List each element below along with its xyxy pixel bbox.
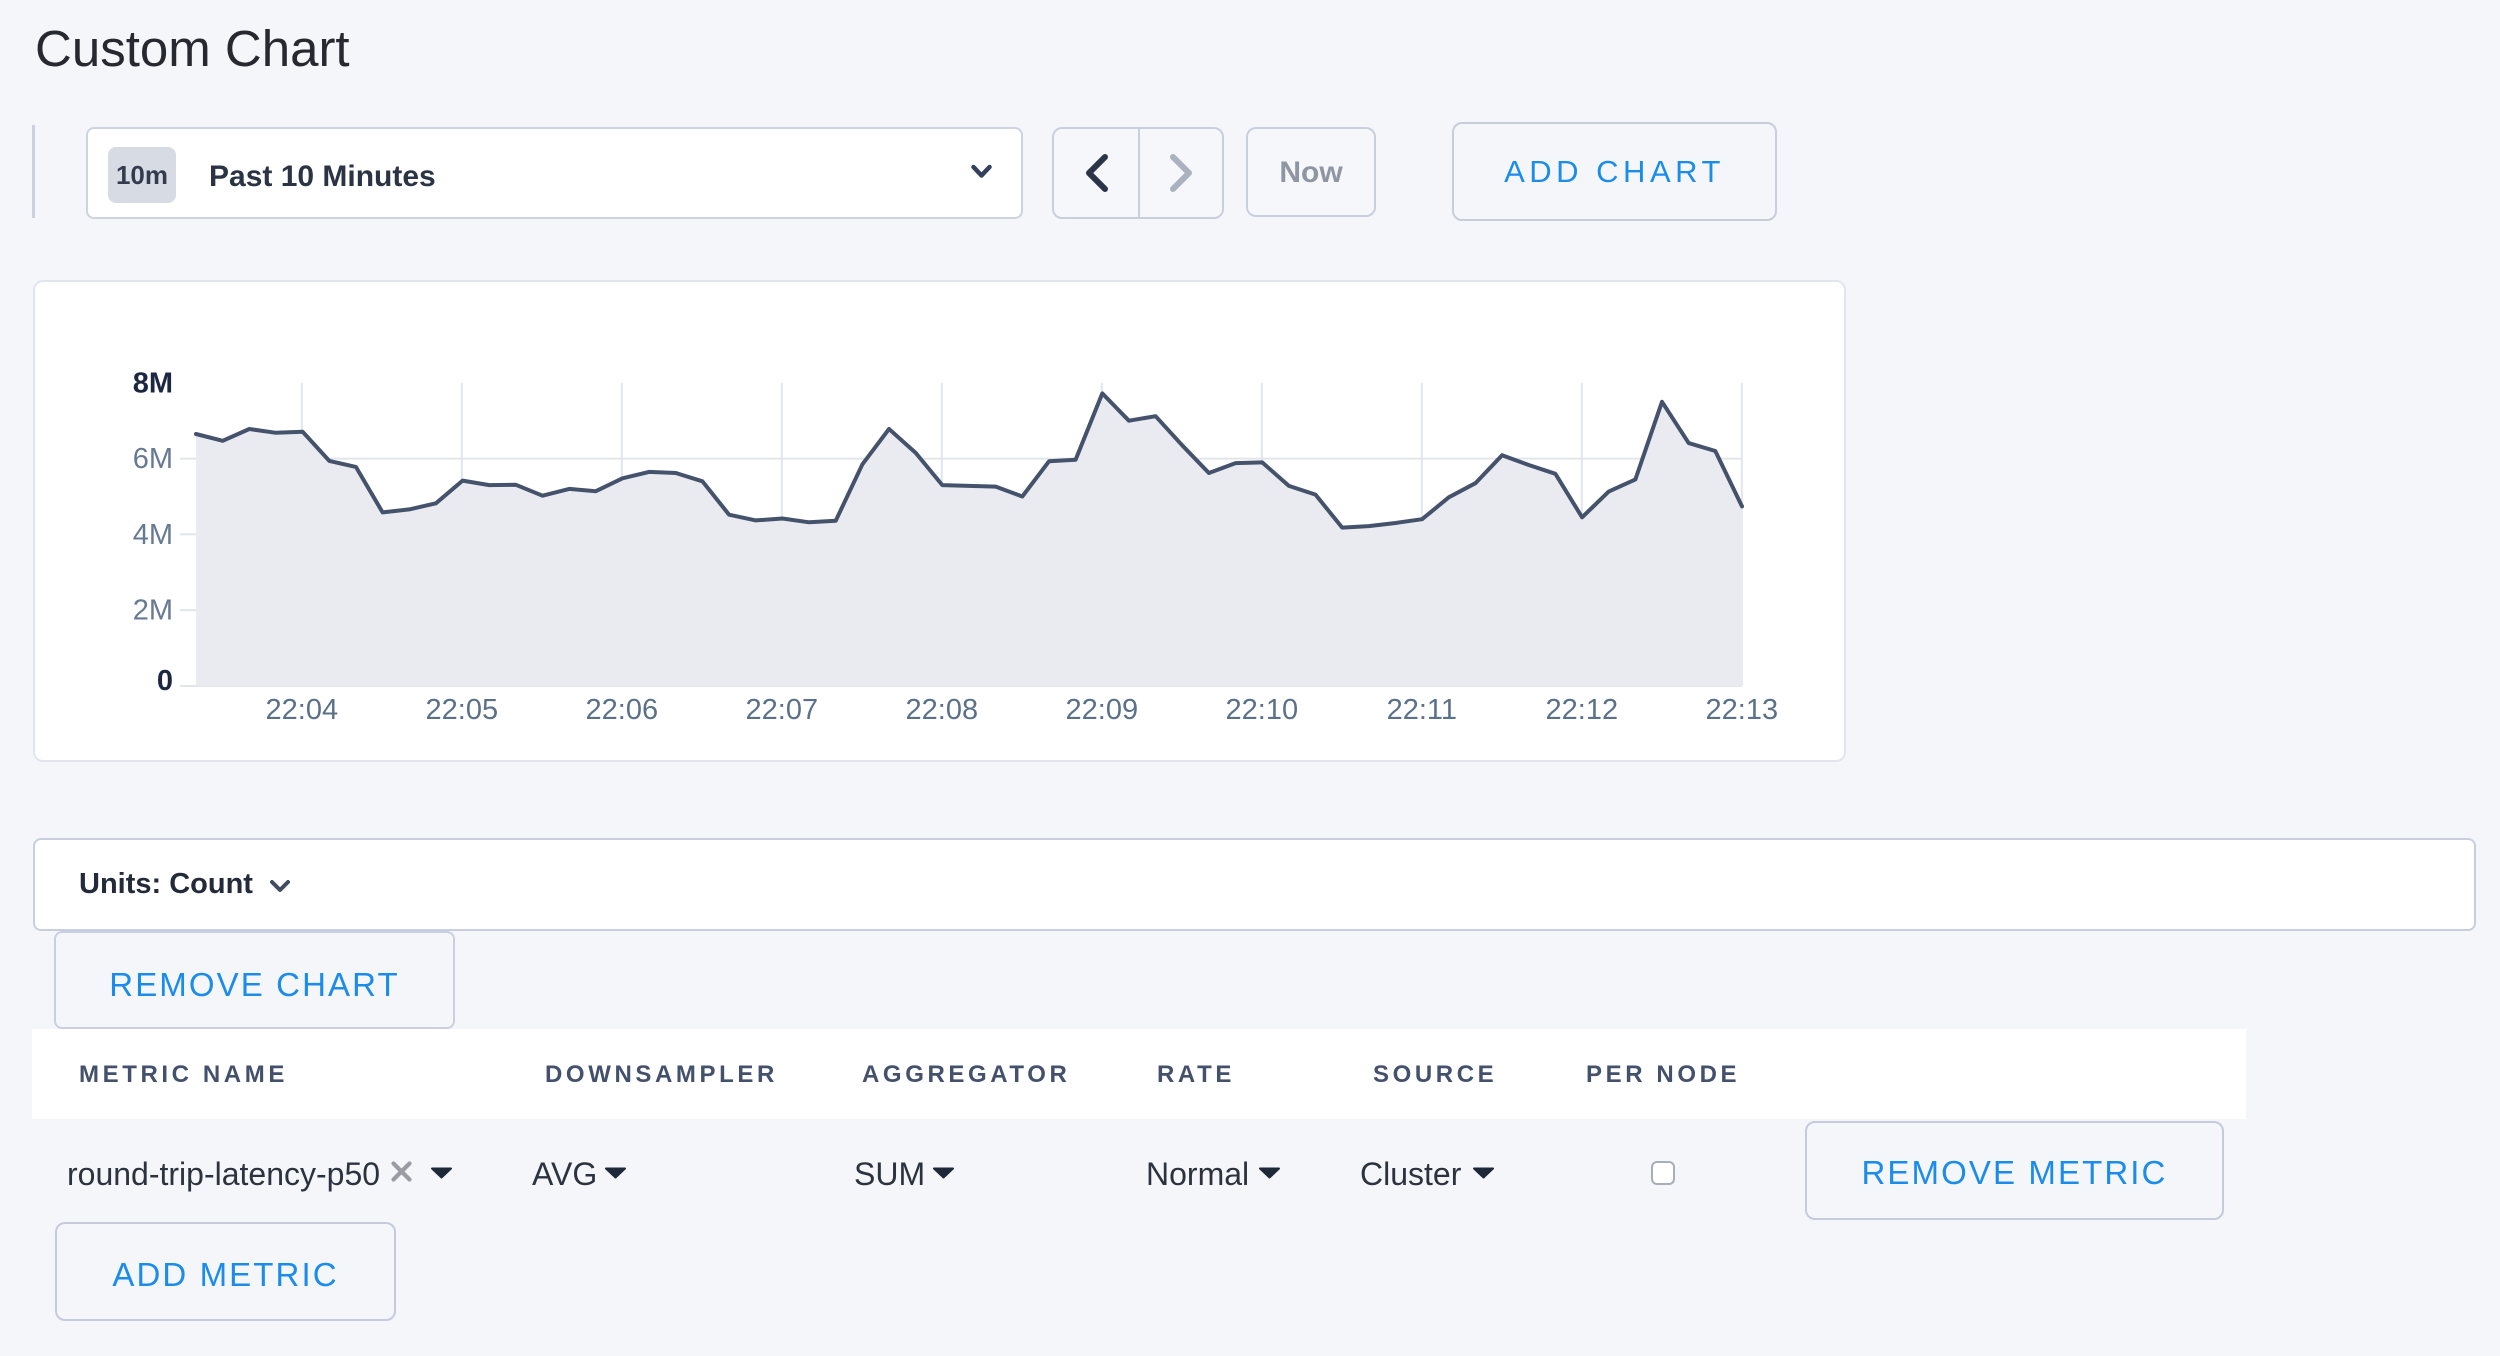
svg-text:4M: 4M <box>133 519 173 551</box>
svg-text:22:12: 22:12 <box>1546 694 1619 726</box>
svg-text:22:11: 22:11 <box>1387 694 1457 726</box>
svg-text:8M: 8M <box>133 368 173 400</box>
svg-text:22:06: 22:06 <box>586 694 659 726</box>
svg-text:22:07: 22:07 <box>746 694 819 726</box>
svg-text:2M: 2M <box>133 595 173 627</box>
svg-text:22:10: 22:10 <box>1226 694 1299 726</box>
svg-text:22:09: 22:09 <box>1066 694 1139 726</box>
svg-text:0: 0 <box>157 665 173 697</box>
svg-text:22:08: 22:08 <box>906 694 979 726</box>
svg-text:6M: 6M <box>133 443 173 475</box>
svg-text:22:13: 22:13 <box>1706 694 1779 726</box>
svg-text:22:04: 22:04 <box>266 694 339 726</box>
svg-text:22:05: 22:05 <box>426 694 499 726</box>
